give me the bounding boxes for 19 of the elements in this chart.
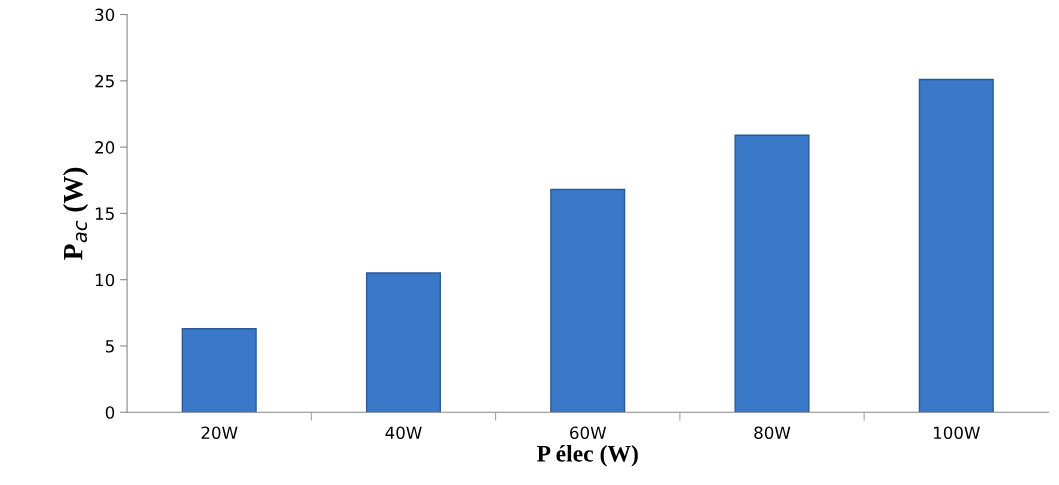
y-axis-title: P$_{ac}$ (W)	[62, 167, 89, 260]
bar	[550, 188, 626, 413]
x-tick-label: 40W	[385, 426, 422, 440]
x-axis-title: P élec (W)	[537, 445, 638, 467]
x-tick-label: 20W	[201, 426, 238, 440]
y-tick-label: 30	[95, 8, 115, 22]
x-tick-label: 80W	[754, 426, 791, 440]
y-tick-label: 5	[105, 340, 114, 353]
y-tick-label: 0	[105, 406, 115, 419]
y-tick-label: 25	[95, 74, 114, 88]
x-tick-label: 100W	[933, 426, 980, 440]
bar	[918, 78, 994, 413]
y-tick-label: 10	[95, 273, 115, 287]
x-tick-label: 60W	[570, 426, 607, 440]
bar	[181, 328, 257, 413]
y-tick-label: 20	[95, 141, 115, 154]
y-tick-label: 15	[95, 207, 114, 220]
bar	[734, 134, 810, 413]
bar	[365, 272, 442, 413]
